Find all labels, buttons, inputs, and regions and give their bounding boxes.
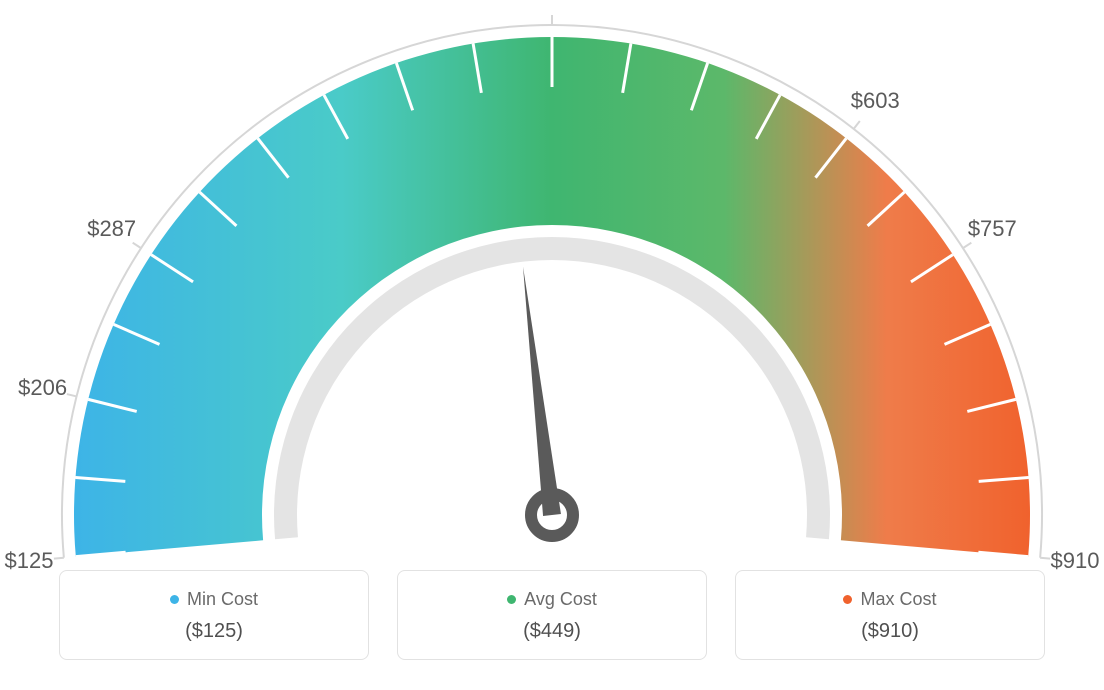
gauge-tick-label: $449 — [528, 0, 577, 3]
legend-dot-min — [170, 595, 179, 604]
gauge-tick-label: $910 — [1051, 548, 1100, 574]
legend-dot-avg — [507, 595, 516, 604]
gauge-tick-label: $757 — [968, 216, 1017, 242]
gauge-tick-label: $125 — [5, 548, 54, 574]
legend-box-max: Max Cost ($910) — [735, 570, 1045, 660]
gauge-chart: $125$206$287$449$603$757$910 — [0, 0, 1104, 560]
legend-title-max: Max Cost — [843, 589, 936, 610]
legend-title-min: Min Cost — [170, 589, 258, 610]
legend-value-avg: ($449) — [408, 620, 696, 643]
gauge-tick-label: $603 — [851, 88, 900, 114]
legend-label-min: Min Cost — [187, 589, 258, 610]
legend-box-avg: Avg Cost ($449) — [397, 570, 707, 660]
gauge-tick-label: $287 — [87, 216, 136, 242]
gauge-tick-label: $206 — [18, 375, 67, 401]
legend-label-max: Max Cost — [860, 589, 936, 610]
legend-dot-max — [843, 595, 852, 604]
legend-title-avg: Avg Cost — [507, 589, 597, 610]
legend-label-avg: Avg Cost — [524, 589, 597, 610]
legend-value-max: ($910) — [746, 620, 1034, 643]
legend-row: Min Cost ($125) Avg Cost ($449) Max Cost… — [0, 570, 1104, 660]
legend-box-min: Min Cost ($125) — [59, 570, 369, 660]
legend-value-min: ($125) — [70, 620, 358, 643]
gauge-svg — [0, 0, 1104, 560]
